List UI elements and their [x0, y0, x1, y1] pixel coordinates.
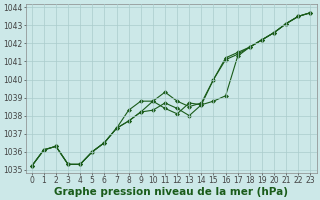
X-axis label: Graphe pression niveau de la mer (hPa): Graphe pression niveau de la mer (hPa)	[54, 187, 288, 197]
